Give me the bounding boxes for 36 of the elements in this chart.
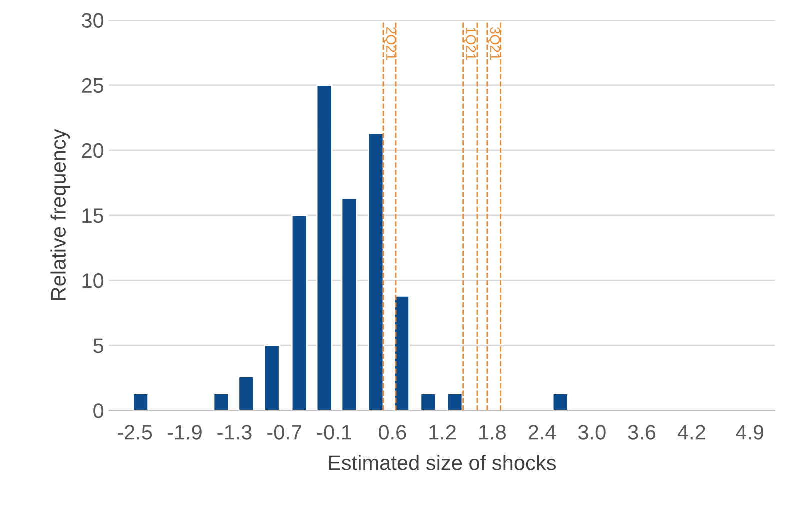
- bar: [132, 393, 150, 411]
- x-tick-label: -1.9: [168, 425, 202, 440]
- bar: [394, 295, 410, 411]
- x-tick-label: 0.6: [379, 425, 406, 440]
- bar: [291, 214, 308, 411]
- y-tick-label: 5: [94, 338, 104, 354]
- x-tick-label: 4.2: [678, 425, 706, 440]
- bar: [552, 393, 569, 411]
- x-tick-label: 4.9: [736, 425, 764, 440]
- x-tick-label: 2.4: [528, 425, 556, 440]
- y-tick-label: 15: [82, 208, 104, 224]
- x-tick-label: -0.1: [317, 425, 352, 440]
- bar: [316, 84, 333, 411]
- bar: [213, 393, 230, 411]
- y-axis-title: Relative frequency: [50, 129, 70, 300]
- bar: [446, 393, 464, 411]
- y-tick-label: 30: [82, 13, 104, 28]
- bar: [420, 393, 437, 411]
- x-tick-label: -2.5: [118, 425, 152, 440]
- x-tick-label: 3.6: [628, 425, 656, 440]
- x-tick-label: 1.2: [430, 425, 456, 440]
- y-tick-label: 0: [94, 404, 104, 418]
- x-tick-label: -1.3: [218, 425, 252, 440]
- ref-line-label: 3Q21: [488, 27, 500, 60]
- x-tick-label: 1.8: [480, 425, 506, 440]
- x-tick-label: 3.0: [578, 425, 606, 440]
- x-tick-label: -0.7: [268, 425, 302, 440]
- x-axis-title: Estimated size of shocks: [329, 455, 556, 470]
- y-tick-label: 20: [82, 143, 104, 158]
- bar: [264, 344, 280, 411]
- y-tick-label: 10: [82, 274, 104, 288]
- bar: [341, 198, 358, 411]
- bar: [238, 376, 255, 411]
- ref-line-label: 1Q21: [464, 28, 476, 60]
- bar: [368, 132, 384, 411]
- y-tick-label: 25: [82, 78, 104, 94]
